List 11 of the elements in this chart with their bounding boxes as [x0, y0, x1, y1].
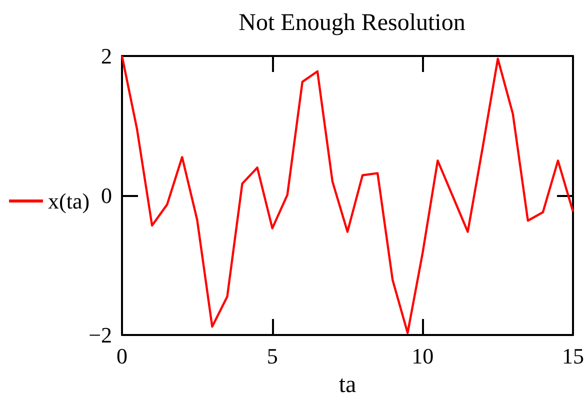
x-axis-title: ta [338, 372, 357, 398]
y-tick-label: −2 [88, 322, 112, 348]
y-tick-label: 2 [101, 44, 112, 68]
line-series [120, 54, 574, 334]
x-tick-label: 0 [116, 344, 128, 368]
y-tick-label: 0 [101, 183, 112, 208]
x-tick-label: 5 [266, 344, 278, 368]
x-tick-label: 15 [562, 344, 584, 368]
x-tick-label: 10 [412, 344, 434, 368]
chart-title: Not Enough Resolution [238, 10, 466, 36]
legend-label: x(ta) [48, 188, 90, 214]
